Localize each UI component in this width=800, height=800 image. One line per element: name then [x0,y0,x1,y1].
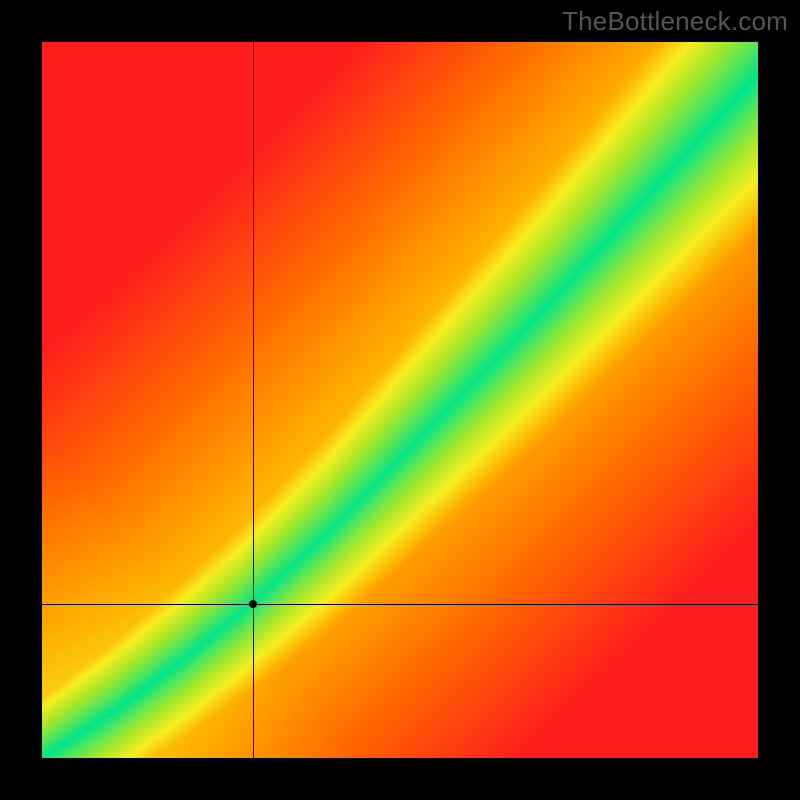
crosshair-marker [249,600,257,608]
watermark-text: TheBottleneck.com [562,6,788,37]
heatmap-canvas [42,42,758,758]
crosshair-vertical [253,42,254,758]
crosshair-horizontal [42,604,758,605]
figure-frame: TheBottleneck.com [0,0,800,800]
heatmap-plot [42,42,758,758]
